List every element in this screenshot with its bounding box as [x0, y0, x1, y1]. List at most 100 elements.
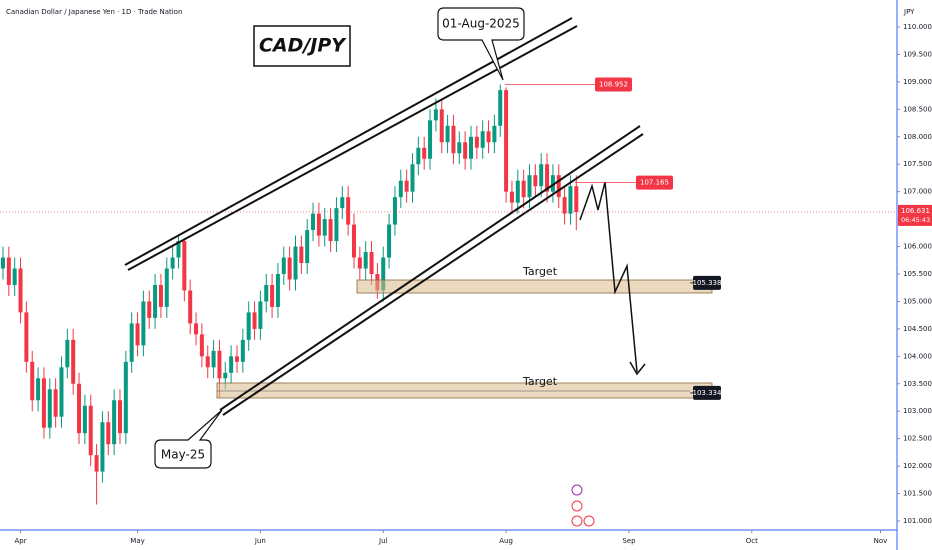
channel-upper	[127, 25, 578, 271]
candle-body	[346, 197, 351, 225]
candle-body	[123, 361, 128, 434]
x-tick-label: Jun	[254, 537, 266, 545]
candle-body	[545, 164, 550, 192]
candle-body	[176, 241, 181, 258]
projection-arrow	[629, 361, 646, 376]
candle-body	[392, 197, 397, 225]
x-tick-label: Nov	[874, 537, 888, 545]
candle-body	[340, 197, 345, 209]
candle-body	[229, 356, 234, 373]
candle-body	[41, 378, 46, 428]
candle-body	[474, 136, 479, 148]
y-tick-label: 108.500	[903, 105, 932, 113]
icon	[583, 515, 595, 527]
candle-body	[211, 350, 216, 368]
candle-body	[59, 367, 64, 417]
candle-body	[94, 455, 99, 472]
candle-body	[422, 147, 427, 159]
candle-body	[106, 422, 111, 445]
candle-body	[205, 356, 210, 368]
y-tick-label: 103.000	[903, 407, 932, 415]
y-tick-label: 103.500	[903, 380, 932, 388]
y-tick-label: 101.000	[903, 517, 932, 525]
x-tick-label: Jul	[378, 537, 388, 545]
candle-body	[433, 109, 438, 121]
candle-body	[404, 180, 409, 192]
candle-body	[293, 246, 298, 280]
candle-body	[445, 125, 450, 143]
candle-body	[299, 246, 304, 264]
x-tick-label: Aug	[499, 537, 513, 545]
candle-body	[316, 213, 321, 236]
candle-body	[498, 90, 503, 126]
price-tag	[693, 275, 721, 290]
candle-body	[521, 180, 526, 198]
y-tick-label: 107.000	[903, 188, 932, 196]
candle-body	[416, 147, 421, 165]
y-tick-label: 105.500	[903, 270, 932, 278]
indicator-icons	[571, 484, 595, 527]
candle-body	[527, 175, 532, 198]
trendlines	[124, 17, 646, 416]
low-callout	[154, 409, 223, 469]
candle-body	[515, 180, 520, 203]
candle-body	[457, 142, 462, 154]
price-tag-label: 103.334	[693, 389, 722, 397]
y-tick-label: 109.500	[903, 50, 932, 58]
candle-body	[194, 323, 199, 335]
candle-body	[129, 323, 134, 362]
candle-body	[439, 109, 444, 143]
icon	[571, 500, 583, 512]
y-tick-label: 104.000	[903, 352, 932, 360]
candle-body	[369, 252, 374, 275]
candle-body	[117, 400, 122, 434]
projection-path	[579, 181, 638, 373]
candle-body	[12, 268, 17, 285]
candle-body	[398, 180, 403, 198]
y-tick-label: 106.000	[903, 243, 932, 251]
x-tick-label: Oct	[746, 537, 758, 545]
candle-body	[135, 323, 140, 346]
y-tick-label: 109.000	[903, 78, 932, 86]
y-tick-label: 105.000	[903, 297, 932, 305]
symbol-header: Canadian Dollar / Japanese Yen · 1D · Tr…	[6, 8, 182, 16]
candle-body	[351, 224, 356, 258]
candle-body	[410, 164, 415, 192]
candle-body	[6, 257, 11, 285]
candle-body	[568, 186, 573, 214]
target-label: Target	[522, 375, 558, 388]
candle-body	[387, 224, 392, 258]
target-zone	[216, 382, 713, 399]
candle-body	[504, 90, 509, 192]
target-label: Target	[522, 265, 558, 278]
price-tag	[636, 175, 673, 190]
channel-lower	[219, 125, 641, 411]
candle-body	[170, 257, 175, 269]
price-tag	[693, 385, 721, 400]
candles	[0, 84, 579, 505]
peak-label: 01-Aug-2025	[442, 17, 520, 31]
candle-body	[100, 422, 105, 472]
zones	[216, 279, 713, 399]
y-tick-label: 102.000	[903, 462, 932, 470]
candle-body	[480, 131, 485, 148]
price-tag-label: 107.165	[640, 179, 669, 187]
candle-body	[65, 339, 70, 368]
candle-body	[36, 378, 41, 401]
y-tick-label: 108.000	[903, 133, 932, 141]
title-box	[253, 25, 351, 67]
y-tick-label: 104.500	[903, 325, 932, 333]
peak-callout	[437, 7, 525, 81]
candle-body	[188, 290, 193, 324]
icon	[571, 515, 583, 527]
candle-body	[82, 405, 87, 434]
candle-body	[428, 120, 433, 159]
candle-body	[153, 284, 158, 318]
candle-body	[264, 284, 269, 302]
candle-body	[463, 142, 468, 159]
countdown-label: 06:45:43	[901, 216, 930, 224]
price-tag	[595, 77, 632, 92]
candle-body	[275, 274, 280, 307]
